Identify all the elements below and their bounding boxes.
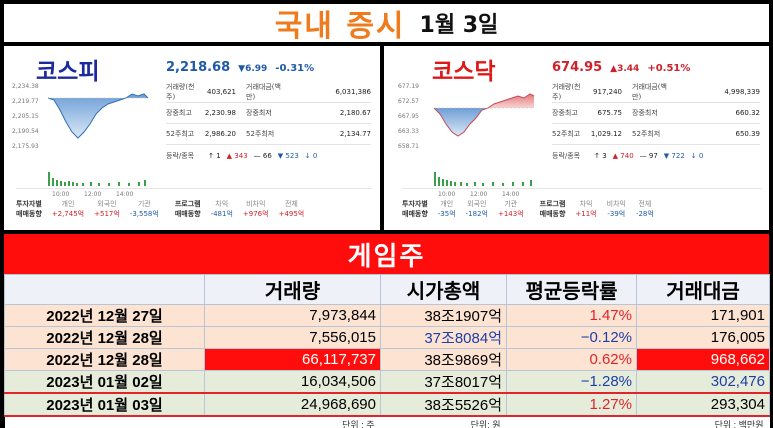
col-market-cap: 시가총액: [380, 274, 507, 305]
kospi-index: 2,218.68 ▼6.99 -0.31%: [166, 60, 314, 75]
kosdaq-change: ▲3.44: [610, 64, 640, 74]
kospi-change: ▼6.99: [238, 64, 268, 74]
kospi-y-tick: 2,219.77: [12, 98, 39, 105]
table-row: 2022년 12월 28일 7,556,015 37조8084억 −0.12% …: [4, 326, 770, 349]
page-header: 국내 증시 1월 3일: [4, 4, 769, 44]
header-title: 국내 증시: [274, 9, 406, 44]
kosdaq-y-tick: 667.95: [398, 113, 419, 120]
kospi-stats: 거래량(천주) 403,621 거래대금(백만) 6,031,386 장중최고 2,23…: [166, 82, 371, 166]
col-trade-value: 거래대금: [636, 274, 770, 305]
kosdaq-value: 674.95: [552, 60, 603, 75]
kospi-y-tick: 2,190.54: [12, 128, 39, 135]
kospi-x-tick: 12:00: [84, 191, 101, 198]
kospi-y-tick: 2,205.15: [12, 113, 39, 120]
kosdaq-volume-bars: [434, 172, 532, 186]
table-row: 2023년 01월 02일 16,034,506 37조8017억 −1.28%…: [4, 370, 770, 394]
kospi-intraday-chart: 2,234.38 2,219.77 2,205.15 2,190.54 2,17…: [12, 83, 149, 198]
kosdaq-y-tick: 663.33: [398, 128, 419, 135]
kospi-y-tick: 2,234.38: [12, 83, 39, 90]
kosdaq-breadth: 등락/종목 ↑ 3 ▲ 740 — 97 ▼ 722 ↓ 0: [552, 151, 704, 160]
col-avg-change: 평균등락률: [506, 274, 637, 305]
kospi-panel: 코스피 2,218.68 ▼6.99 -0.31% 2,234.38 2,219…: [4, 46, 380, 230]
kosdaq-index: 674.95 ▲3.44 +0.51%: [552, 60, 690, 75]
kospi-change-pct: -0.31%: [275, 63, 315, 74]
kosdaq-change-pct: +0.51%: [647, 63, 691, 74]
table-row: 2022년 12월 27일 7,973,844 38조1907억 1.47% 1…: [4, 304, 770, 327]
kosdaq-stats: 거래량(천주) 917,240 거래대금(백만) 4,998,339 장중최고 675.…: [552, 82, 760, 166]
kospi-line: [47, 93, 149, 139]
kospi-value: 2,218.68: [166, 60, 231, 75]
table-row: 2022년 12월 28일 66,117,737 38조9869억 0.62% …: [4, 348, 770, 371]
table-header: 거래량 시가총액 평균등락률 거래대금: [4, 274, 770, 305]
kospi-name: 코스피: [36, 59, 100, 85]
header-date: 1월 3일: [419, 13, 499, 38]
kospi-flow: 투자자별 매매동향 개인 +2,745억 외국인 +517억 기관 -3,558억 프로…: [16, 188, 372, 224]
table-row-selected: 2023년 01월 03일 24,968,690 38조5526억 1.27% …: [4, 392, 770, 417]
kosdaq-flow: 투자자별 매매동향 개인 -35억 외국인 -182억 기관 +143억 프로그램 매매동…: [402, 188, 762, 224]
kospi-volume-bars: [48, 172, 146, 186]
kosdaq-area-down: [434, 108, 488, 136]
kosdaq-y-tick: 658.71: [398, 143, 419, 150]
kosdaq-line: [433, 93, 535, 137]
kosdaq-y-tick: 677.19: [398, 83, 419, 90]
units-row: 단위 : 주 단위: 원 단위 : 백만원: [4, 416, 770, 428]
kospi-x-tick: 14:00: [116, 191, 133, 198]
col-date: [4, 274, 205, 305]
kosdaq-intraday-chart: 677.19 672.57 667.95 663.33 658.71 10:00…: [398, 83, 535, 198]
kospi-area: [48, 94, 148, 138]
col-volume: 거래량: [204, 274, 381, 305]
kosdaq-x-tick: 10:00: [438, 191, 455, 198]
game-title-bar: 게임주: [4, 234, 769, 274]
kospi-y-tick: 2,175.93: [12, 143, 39, 150]
game-stocks-table: 거래량 시가총액 평균등락률 거래대금 2022년 12월 27일 7,973,…: [4, 274, 770, 428]
unit-trade-value: 단위 : 백만원: [636, 416, 770, 428]
kosdaq-x-tick: 14:00: [502, 191, 519, 198]
kosdaq-x-tick: 12:00: [470, 191, 487, 198]
kosdaq-panel: 코스닥 674.95 ▲3.44 +0.51% 677.19 672.57 66…: [384, 46, 769, 230]
kospi-breadth: 등락/종목 ↑ 1 ▲ 343 — 66 ▼ 523 ↓ 0: [166, 151, 318, 160]
game-title: 게임주: [347, 241, 426, 272]
kosdaq-name: 코스닥: [432, 59, 496, 85]
unit-market-cap: 단위: 원: [380, 416, 507, 428]
unit-volume: 단위 : 주: [204, 416, 381, 428]
kospi-x-tick: 10:00: [52, 191, 69, 198]
kosdaq-y-tick: 672.57: [398, 98, 419, 105]
